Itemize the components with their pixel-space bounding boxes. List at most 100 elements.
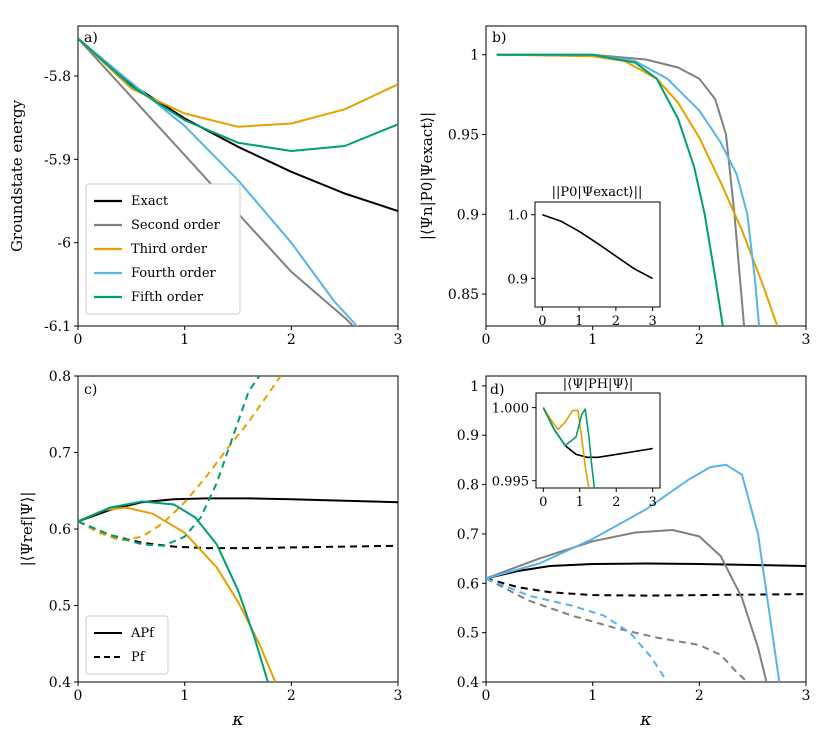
panel-a-ylabel: Groundstate energy [8,99,26,252]
panel-c-series [78,376,398,682]
panel-d-series-apf-fourth [486,463,781,682]
panel-a-series [78,37,398,326]
panel-b-inset-series-exact [542,213,653,280]
panel-a-series-third-order [78,37,398,128]
panel-a-series-fifth-order [78,37,398,152]
panel-a-ytick-label: -5.9 [44,152,71,168]
panel-d-inset-frame [535,392,661,489]
panel-a-label: a) [84,30,98,46]
panel-b-inset-frame [534,201,661,308]
panel-a: 0 1 2 3 -6.1 -6 -5.9 -5.8 a) Groundstate energy… [8,25,402,348]
panel-b-xtick-label: 0 [482,332,491,348]
panel-b-inset-ytick-label: 1.0 [507,209,528,224]
panel-d-inset-ytick-label: 0.995 [492,475,529,490]
panel-b-label: b) [492,30,506,46]
panel-b-inset-ytick-label: 0.9 [507,272,528,287]
panel-b-ytick-label: 0.95 [448,128,479,144]
panel-c-xtick-label: 2 [287,688,296,704]
panel-d-series-pf-fourth [486,577,669,682]
panel-a-xtick-label: 1 [180,332,189,348]
panel-a-ytick-label: -6 [57,236,71,252]
panel-c-ytick-label: 0.7 [49,446,71,462]
panel-a-ytick-label: -5.8 [44,69,71,85]
panel-a-xtick-label: 2 [287,332,296,348]
panel-d-ytick-label: 0.7 [457,527,479,543]
panel-d-ytick-label: 0.5 [457,626,479,642]
legend-text-fifth: Fifth order [131,290,204,305]
panel-d-frame [485,375,807,683]
panel-d-inset-ticks: 0 1 2 3 0.995 1.000 [492,402,657,510]
panel-d-series-apf-second [486,529,768,682]
panel-d-xtick-label: 2 [695,688,704,704]
panel-c-xlabel: κ [231,709,244,730]
panel-a-series-fourth-order [78,37,359,326]
panel-a-legend: Exact Second order Third order Fourth or… [85,183,241,315]
legend-box [85,183,241,315]
panel-d-inset-xtick-label: 2 [612,495,620,510]
panel-b-xtick-label: 2 [695,332,704,348]
panel-d-ticks: 0 1 2 3 0.4 0.5 0.6 0.7 0.8 0.9 1 [457,379,811,704]
panel-b-xtick-label: 1 [588,332,597,348]
panel-b-series-second-order [496,53,746,326]
panel-a-ticks: 0 1 2 3 -6.1 -6 -5.9 -5.8 [44,69,402,348]
panel-c-legend: APf Pf [85,615,169,675]
panel-b-series [496,53,779,326]
panel-d-inset-series-third [542,407,590,488]
panel-d-inset-xtick-label: 0 [539,495,547,510]
panel-d: 0 1 2 3 0.4 0.5 0.6 0.7 0.8 0.9 1 d) κ 0 1 2 3 0.995 1.… [457,375,811,730]
panel-b-series-fifth-order [496,53,724,326]
panel-b-inset-xtick-label: 0 [538,314,546,329]
panel-d-series-pf-exact [486,577,806,597]
panel-c-series-pf-third [78,376,282,542]
panel-d-xtick-label: 3 [802,688,811,704]
panel-c-xtick-label: 0 [74,688,83,704]
panel-d-label: d) [490,382,504,398]
panel-c-ylabel: |⟨Ψref|Ψ⟩| [18,492,36,567]
legend-text-second: Second order [131,218,221,233]
panel-d-inset-xtick-label: 3 [649,495,657,510]
panel-d-ytick-label: 0.9 [457,428,479,444]
panel-c-series-apf-fifth [78,500,269,682]
panel-d-ytick-label: 0.6 [457,576,479,592]
panel-d-inset-xtick-label: 1 [576,495,584,510]
panel-c-xtick-label: 1 [180,688,189,704]
legend-text-exact: Exact [131,194,169,209]
panel-c-ytick-label: 0.5 [49,599,71,615]
panel-b-inset: 0 1 2 3 0.9 1.0 ||P0|Ψexact⟩|| [507,185,661,329]
panel-c-ticks: 0 1 2 3 0.4 0.5 0.6 0.7 0.8 [49,369,403,704]
panel-d-xtick-label: 1 [588,688,597,704]
legend-text-apf: APf [130,626,155,641]
panel-b-inset-xtick-label: 2 [612,314,620,329]
panel-d-series-apf-exact [486,562,806,580]
legend-text-third: Third order [131,242,208,257]
panel-d-inset-ytick-label: 1.000 [492,402,529,417]
panel-a-xtick-label: 3 [394,332,403,348]
legend-text-fourth: Fourth order [131,266,217,281]
panel-b-ytick-label: 0.9 [457,207,479,223]
panel-b-ylabel: |⟨Ψn|P0|Ψexact⟩| [418,112,436,240]
panel-c-ytick-label: 0.4 [49,675,71,691]
panel-a-frame [77,25,399,327]
panel-b-ytick-label: 1 [470,48,479,64]
panel-a-series-exact [78,37,398,212]
panel-b-inset-series [542,213,653,280]
panel-c-label: c) [84,382,97,398]
panel-b-frame [485,25,807,327]
panel-c-ytick-label: 0.8 [49,369,71,385]
panel-d-ytick-label: 0.4 [457,675,479,691]
panel-b-inset-xtick-label: 1 [575,314,583,329]
panel-b-xtick-label: 3 [802,332,811,348]
legend-box [85,615,169,675]
panel-b-inset-title: ||P0|Ψexact⟩|| [552,185,643,200]
panel-c-ytick-label: 0.6 [49,522,71,538]
panel-d-series-pf-second [486,577,748,682]
panel-b-inset-ticks: 0 1 2 3 0.9 1.0 [507,209,656,329]
panel-c-series-pf-fifth [78,376,261,547]
panel-d-inset-series-fifth [542,407,596,488]
legend-text-pf: Pf [131,650,146,665]
panel-d-series [486,463,806,682]
panel-d-inset: 0 1 2 3 0.995 1.000 |⟨Ψ|PH|Ψ⟩| [492,377,661,510]
panel-d-ytick-label: 1 [470,379,479,395]
